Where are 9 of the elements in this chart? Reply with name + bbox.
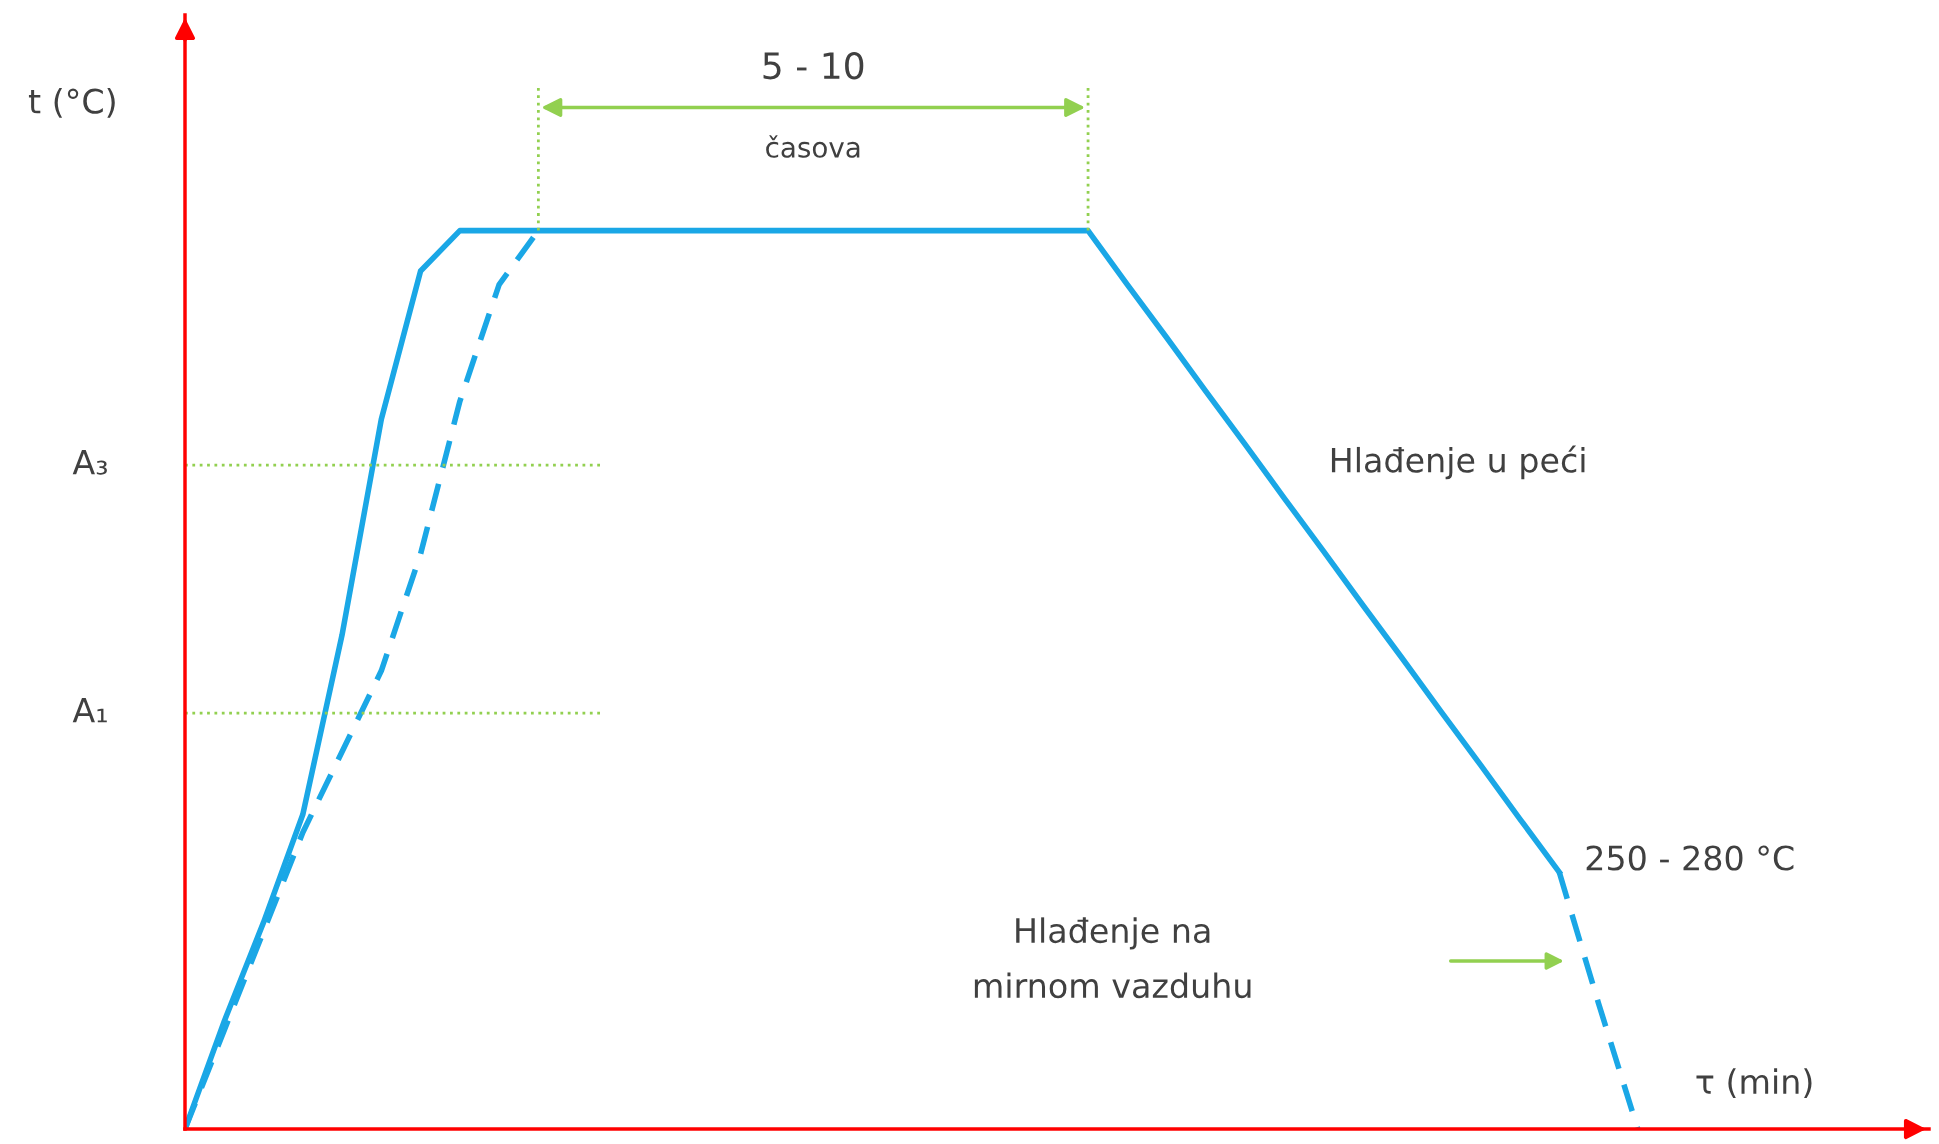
y-axis-title: t (°C) bbox=[28, 88, 115, 118]
text: 5 - 10 bbox=[763, 52, 864, 80]
x-axis-title: τ (min) bbox=[1696, 1068, 1812, 1099]
ref-line-label: A₁ bbox=[72, 697, 107, 723]
annotation: Hlađenje na mirnom vazduhu bbox=[974, 917, 1251, 999]
annotation: 250 - 280 °C bbox=[1586, 845, 1794, 871]
annotation: Hlađenje u peći bbox=[1331, 445, 1585, 480]
text: časova bbox=[766, 135, 860, 158]
ref-line-label: A₃ bbox=[72, 449, 107, 475]
